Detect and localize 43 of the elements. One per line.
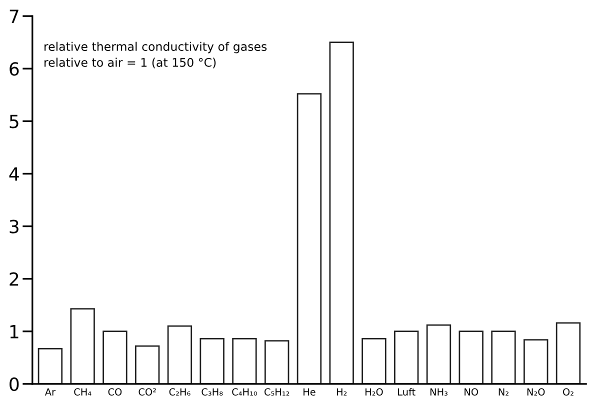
y-tick-label: 0 — [10, 377, 19, 392]
bar — [491, 330, 516, 384]
bar — [167, 325, 192, 384]
bar — [102, 330, 128, 384]
x-tick-label: N₂O — [527, 388, 545, 396]
x-tick-label: Luft — [398, 388, 416, 396]
y-tick-label: 3 — [10, 220, 18, 234]
x-tick-label: C₃H₈ — [202, 388, 223, 396]
bar — [200, 338, 224, 384]
x-tick-label: N₂ — [498, 388, 508, 396]
x-tick-label: H₂O — [366, 388, 383, 396]
x-tick-label: NO — [464, 388, 478, 396]
bar — [524, 339, 548, 384]
bar — [394, 330, 419, 384]
y-tick-label: 7 — [10, 10, 18, 23]
annotation: relative thermal conductivity of gases relative to air = 1 (at 150 °C) — [44, 42, 267, 68]
bar — [232, 338, 257, 384]
x-tick-label: Ar — [44, 388, 56, 396]
bar — [362, 338, 386, 384]
y-tick-label: 5 — [10, 114, 18, 128]
bar — [556, 322, 581, 384]
bar — [458, 330, 484, 384]
x-tick-label: NH₃ — [430, 388, 448, 396]
x-tick-label: He — [304, 388, 316, 396]
x-tick-label: C₂H₆ — [169, 388, 190, 396]
bar — [38, 348, 63, 384]
x-tick-label: H₂ — [336, 388, 347, 396]
x-tick-label: C₄H₁₀ — [232, 388, 258, 396]
y-tick-label: 6 — [10, 62, 19, 76]
bar — [296, 93, 322, 384]
x-tick-label: O₂ — [563, 388, 574, 396]
y-tick-label: 2 — [10, 272, 18, 286]
x-tick-label: C₅H₁₂ — [264, 388, 290, 396]
bar — [264, 340, 290, 384]
x-tick-label: CO — [108, 388, 122, 396]
x-tick-label: CO² — [138, 388, 156, 396]
bar — [70, 308, 95, 384]
y-tick-label: 1 — [10, 325, 18, 338]
bar — [329, 42, 354, 384]
x-tick-label: CH₄ — [74, 388, 92, 396]
bar — [426, 324, 452, 384]
y-tick-label: 4 — [9, 167, 19, 181]
bar — [134, 345, 160, 384]
